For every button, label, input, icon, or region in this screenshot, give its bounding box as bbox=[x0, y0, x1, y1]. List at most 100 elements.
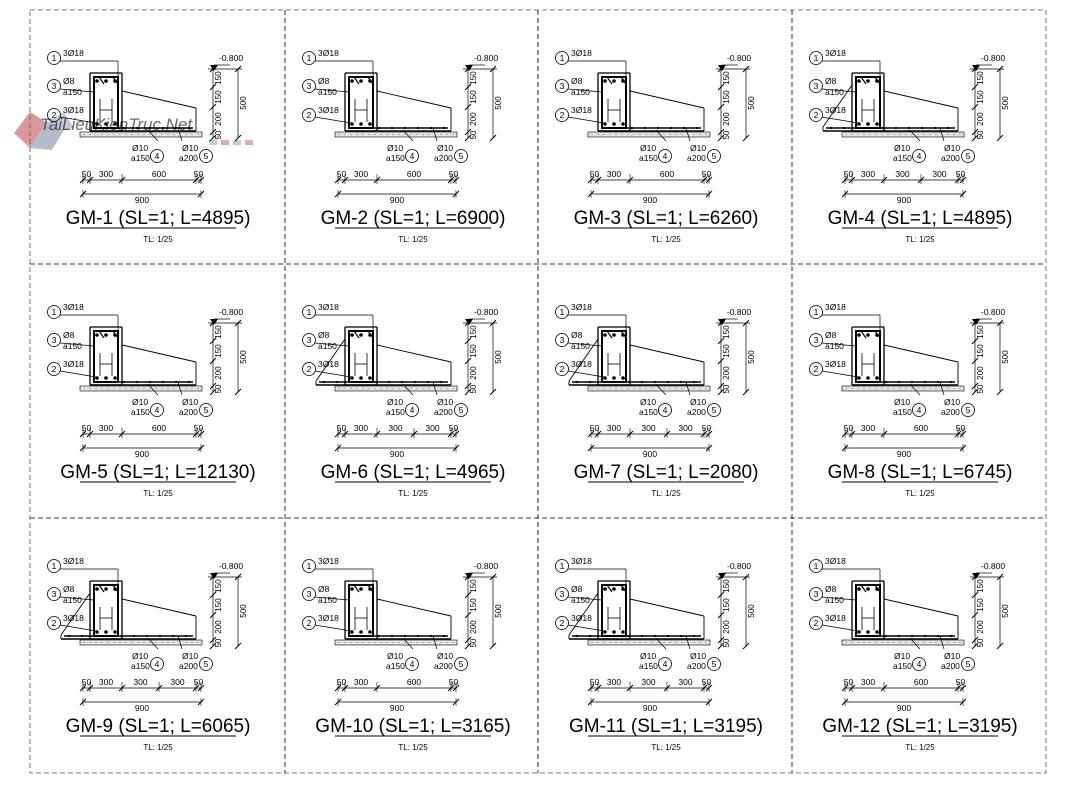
width-dim-0: 50 bbox=[82, 677, 92, 687]
stirrup bbox=[93, 584, 119, 637]
leader bbox=[432, 635, 438, 650]
blinding-hatch bbox=[131, 134, 133, 135]
total-width-dim: 900 bbox=[135, 703, 149, 713]
bar-mark-3: 3 bbox=[814, 589, 819, 599]
leader bbox=[567, 596, 603, 601]
blinding-hatch bbox=[639, 134, 641, 135]
distribution-bar bbox=[442, 634, 446, 638]
distribution-bar bbox=[122, 380, 126, 384]
leader bbox=[939, 381, 945, 396]
blinding-hatch bbox=[137, 134, 139, 135]
bar-mark-3: 3 bbox=[307, 589, 312, 599]
blinding-hatch bbox=[645, 134, 647, 135]
top-bar bbox=[113, 79, 117, 83]
level-marker bbox=[972, 573, 980, 579]
bar-mark-5: 5 bbox=[204, 151, 209, 161]
bottom-bar bbox=[368, 376, 372, 380]
slab-right-top bbox=[121, 90, 197, 109]
leader bbox=[567, 88, 603, 93]
dim-tick bbox=[464, 103, 472, 111]
blinding-hatch bbox=[887, 642, 889, 643]
leader bbox=[59, 596, 95, 601]
bottom-bar bbox=[104, 122, 108, 126]
distribution-bar bbox=[403, 634, 407, 638]
bar-mark-2-circle bbox=[302, 616, 316, 630]
bar-mark-4-circle bbox=[150, 657, 164, 671]
top-bar bbox=[113, 333, 117, 337]
blinding-hatch bbox=[356, 388, 358, 389]
stirrup-spacing-label: a150 bbox=[825, 595, 844, 605]
blinding-hatch bbox=[398, 134, 400, 135]
dim-tick bbox=[742, 388, 750, 396]
bar-mark-4-circle bbox=[912, 149, 926, 163]
bar-mark-3: 3 bbox=[814, 335, 819, 345]
distribution-bar bbox=[842, 126, 846, 130]
blinding-hatch bbox=[380, 642, 382, 643]
dim-tick bbox=[489, 573, 497, 581]
distribution-bar bbox=[184, 634, 188, 638]
vertical-dim-0: 150 bbox=[976, 325, 985, 339]
dim-tick bbox=[209, 591, 217, 599]
blinding-hatch bbox=[651, 134, 653, 135]
blinding-hatch bbox=[923, 388, 925, 389]
distribution-bar bbox=[96, 126, 100, 130]
bar-mark-2-circle bbox=[302, 362, 316, 376]
vertical-dim-2: 200 bbox=[214, 366, 223, 380]
bar4-dia-label: Ø10 bbox=[387, 143, 403, 153]
stirrup-dia-label: Ø8 bbox=[825, 330, 837, 340]
dim-tick bbox=[717, 382, 725, 390]
level-label: -0.800 bbox=[219, 53, 243, 63]
stirrup-hook bbox=[606, 330, 613, 339]
distribution-bar bbox=[135, 380, 139, 384]
bottom-bar bbox=[104, 630, 108, 634]
dim-tick bbox=[742, 573, 750, 581]
leader bbox=[314, 624, 352, 632]
width-dim-0: 50 bbox=[590, 169, 600, 179]
top-bar bbox=[621, 79, 625, 83]
vertical-dim-2: 200 bbox=[976, 620, 985, 634]
distribution-bar bbox=[923, 380, 927, 384]
blinding-hatch bbox=[107, 388, 109, 389]
width-dim-1: 300 bbox=[607, 677, 621, 687]
vertical-dim-0: 150 bbox=[214, 579, 223, 593]
blinding-hatch bbox=[875, 388, 877, 389]
top-bars-label: 3Ø18 bbox=[63, 302, 84, 312]
bottom-bar bbox=[875, 376, 879, 380]
dim-tick bbox=[209, 83, 217, 91]
dim-tick bbox=[234, 388, 242, 396]
stirrup-spacing-label: a150 bbox=[318, 341, 337, 351]
blinding-hatch bbox=[89, 642, 91, 643]
bar-mark-5-circle bbox=[454, 403, 468, 417]
bar-mark-2: 2 bbox=[560, 364, 565, 374]
total-width-dim: 900 bbox=[643, 703, 657, 713]
bottom-bars-label: 3Ø18 bbox=[571, 105, 592, 115]
bar5-spacing-label: a200 bbox=[941, 407, 960, 417]
bar-mark-1-circle bbox=[302, 51, 316, 65]
bar-mark-5: 5 bbox=[459, 151, 464, 161]
bar-mark-3: 3 bbox=[560, 589, 565, 599]
bar5-spacing-label: a200 bbox=[687, 407, 706, 417]
blinding-hatch bbox=[845, 388, 847, 389]
top-bars-label: 3Ø18 bbox=[63, 556, 84, 566]
distribution-bar bbox=[442, 126, 446, 130]
bar5-spacing-label: a200 bbox=[687, 153, 706, 163]
bar-mark-2: 2 bbox=[52, 110, 57, 120]
blinding-hatch bbox=[959, 642, 961, 643]
dim-tick bbox=[717, 591, 725, 599]
bottom-bar bbox=[359, 376, 363, 380]
distribution-bar bbox=[640, 380, 644, 384]
level-label: -0.800 bbox=[474, 561, 498, 571]
blinding-hatch bbox=[893, 388, 895, 389]
blinding-hatch bbox=[362, 388, 364, 389]
distribution-bar bbox=[630, 126, 634, 130]
top-bar bbox=[603, 333, 607, 337]
distribution-bar bbox=[829, 126, 833, 130]
stirrup-dia-label: Ø8 bbox=[318, 584, 330, 594]
blinding-hatch bbox=[675, 642, 677, 643]
watermark-stripe bbox=[221, 140, 229, 145]
bar4-spacing-label: a150 bbox=[639, 153, 658, 163]
distribution-bar bbox=[135, 126, 139, 130]
